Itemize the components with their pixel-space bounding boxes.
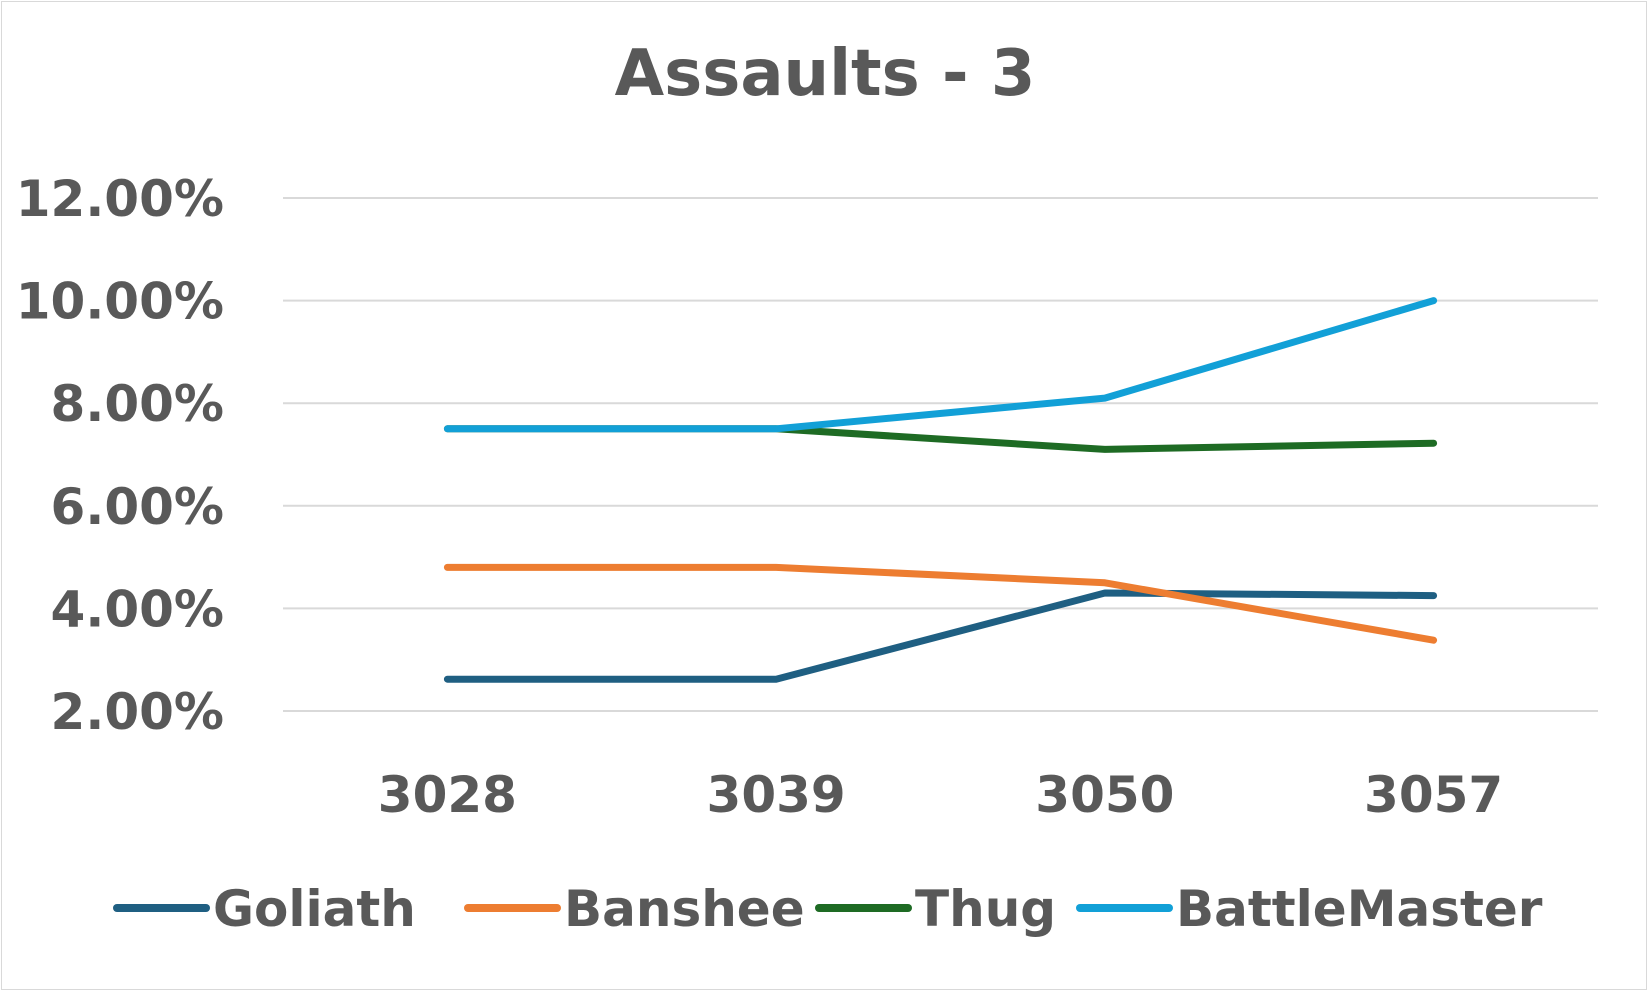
y-tick-label: 8.00% bbox=[51, 375, 224, 433]
x-tick-label: 3057 bbox=[1364, 766, 1503, 824]
legend: Goliath Banshee Thug BattleMaster bbox=[113, 880, 1543, 938]
legend-label: BattleMaster bbox=[1176, 880, 1543, 938]
x-tick-label: 3028 bbox=[378, 766, 517, 824]
legend-item-banshee: Banshee bbox=[464, 880, 805, 938]
series-line-banshee bbox=[443, 563, 1438, 644]
y-tick-label: 2.00% bbox=[51, 683, 224, 741]
chart-title: Assaults - 3 bbox=[614, 37, 1036, 111]
legend-label: Goliath bbox=[213, 880, 416, 938]
y-tick-label: 6.00% bbox=[51, 478, 224, 536]
y-tick-label: 10.00% bbox=[16, 273, 224, 331]
legend-label: Thug bbox=[915, 880, 1056, 938]
series-line-battlemaster bbox=[443, 297, 1438, 433]
y-tick-label: 4.00% bbox=[51, 580, 224, 638]
y-tick-label: 12.00% bbox=[16, 170, 224, 228]
legend-label: Banshee bbox=[564, 880, 805, 938]
x-tick-label: 3050 bbox=[1035, 766, 1174, 824]
y-axis-tick-labels: 2.00% 4.00% 6.00% 8.00% 10.00% 12.00% bbox=[16, 170, 224, 741]
x-axis-tick-labels: 3028 3039 3050 3057 bbox=[378, 766, 1503, 824]
legend-item-thug: Thug bbox=[815, 880, 1056, 938]
x-tick-label: 3039 bbox=[707, 766, 846, 824]
series-line-goliath bbox=[443, 589, 1438, 683]
legend-item-goliath: Goliath bbox=[113, 880, 416, 938]
series-lines bbox=[443, 297, 1438, 683]
gridlines bbox=[283, 197, 1598, 712]
legend-item-battlemaster: BattleMaster bbox=[1076, 880, 1543, 938]
